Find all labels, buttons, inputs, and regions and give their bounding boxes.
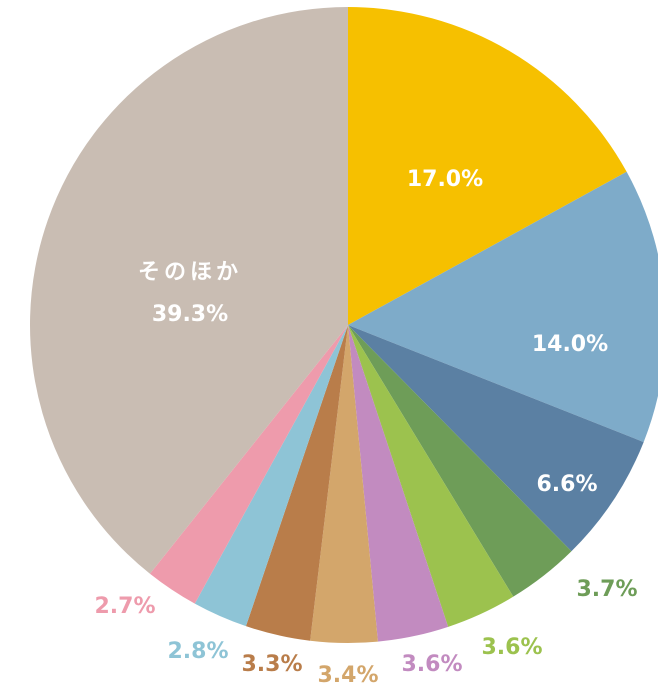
value-label: 17.0% [407, 167, 483, 192]
value-label: 6.6% [536, 472, 597, 497]
value-label: 3.7% [576, 577, 637, 602]
pie-slice [348, 171, 658, 443]
pie-slice [149, 325, 348, 604]
value-label: 2.8% [167, 639, 228, 664]
value-label: 3.6% [481, 635, 542, 660]
value-label: 3.4% [317, 663, 378, 688]
pie-slice [29, 7, 348, 574]
category-label: そのほか [138, 260, 242, 285]
value-label: 2.7% [94, 594, 155, 619]
pie-slice [310, 325, 378, 643]
pie-slice [348, 325, 572, 597]
pie-slice [194, 325, 348, 627]
value-label: 3.6% [401, 652, 462, 677]
value-label: 39.3% [152, 302, 228, 327]
pie-slice [245, 325, 348, 641]
value-label: 14.0% [532, 332, 608, 357]
pie-slice [348, 325, 449, 642]
pie-slice [348, 325, 514, 627]
pie-slice [348, 325, 644, 552]
pie-slice [348, 7, 627, 325]
value-label: 3.3% [241, 652, 302, 677]
